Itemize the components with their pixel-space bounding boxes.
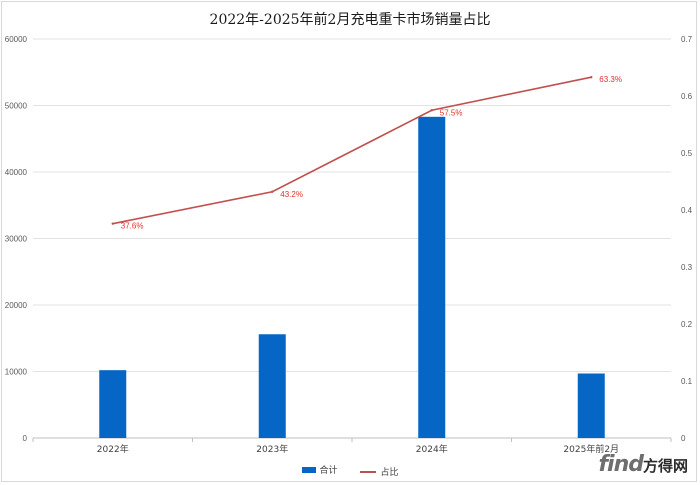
y-right-tick-label: 0 xyxy=(681,434,686,443)
bar xyxy=(418,116,446,439)
chart-title: 2022年-2025年前2月充电重卡市场销量占比 xyxy=(209,12,491,28)
line-point xyxy=(430,109,433,112)
line-data-label: 37.6% xyxy=(121,222,144,231)
line-data-label: 43.2% xyxy=(280,190,303,199)
x-category-label: 2024年 xyxy=(416,443,448,455)
y-right-tick-label: 0.1 xyxy=(681,377,693,386)
legend-line-swatch xyxy=(360,470,377,473)
watermark-logo: find方得网 xyxy=(598,452,688,477)
watermark-cn: 方得网 xyxy=(642,457,688,475)
y-right-tick-label: 0.7 xyxy=(681,35,693,44)
y-left-tick-label: 40000 xyxy=(5,168,28,177)
y-left-tick-label: 10000 xyxy=(5,368,28,377)
y-right-tick-label: 0.3 xyxy=(681,263,693,272)
y-left-tick-label: 20000 xyxy=(5,301,28,310)
y-right-tick-label: 0.6 xyxy=(681,92,693,101)
y-left-tick-label: 50000 xyxy=(5,102,28,111)
x-category-label: 2025年前2月 xyxy=(563,443,619,455)
line-data-label: 57.5% xyxy=(440,108,463,117)
y-right-tick-label: 0.4 xyxy=(681,206,693,215)
line-point xyxy=(590,75,593,79)
line-point xyxy=(111,222,114,225)
bar xyxy=(577,373,605,438)
y-right-tick-label: 0.2 xyxy=(681,320,693,329)
y-left-tick-label: 30000 xyxy=(5,235,28,244)
watermark-latin: find xyxy=(598,452,644,477)
line-point xyxy=(271,190,274,193)
legend-line-label: 占比 xyxy=(380,468,399,478)
legend-item-bar: 合计 xyxy=(301,463,338,476)
y-left-tick-label: 0 xyxy=(23,434,28,443)
y-left-tick-label: 60000 xyxy=(5,35,28,44)
legend: 合计 占比 xyxy=(0,463,700,478)
x-category-label: 2023年 xyxy=(256,443,288,455)
legend-item-line: 占比 xyxy=(360,465,398,478)
legend-bar-label: 合计 xyxy=(319,466,338,476)
line-data-label: 63.3% xyxy=(599,75,622,84)
bar xyxy=(258,334,286,438)
bar xyxy=(99,370,127,438)
y-right-tick-label: 0.5 xyxy=(681,149,693,158)
legend-bar-swatch xyxy=(301,466,316,473)
line-series-path xyxy=(112,76,592,225)
x-category-label: 2022年 xyxy=(97,443,129,455)
